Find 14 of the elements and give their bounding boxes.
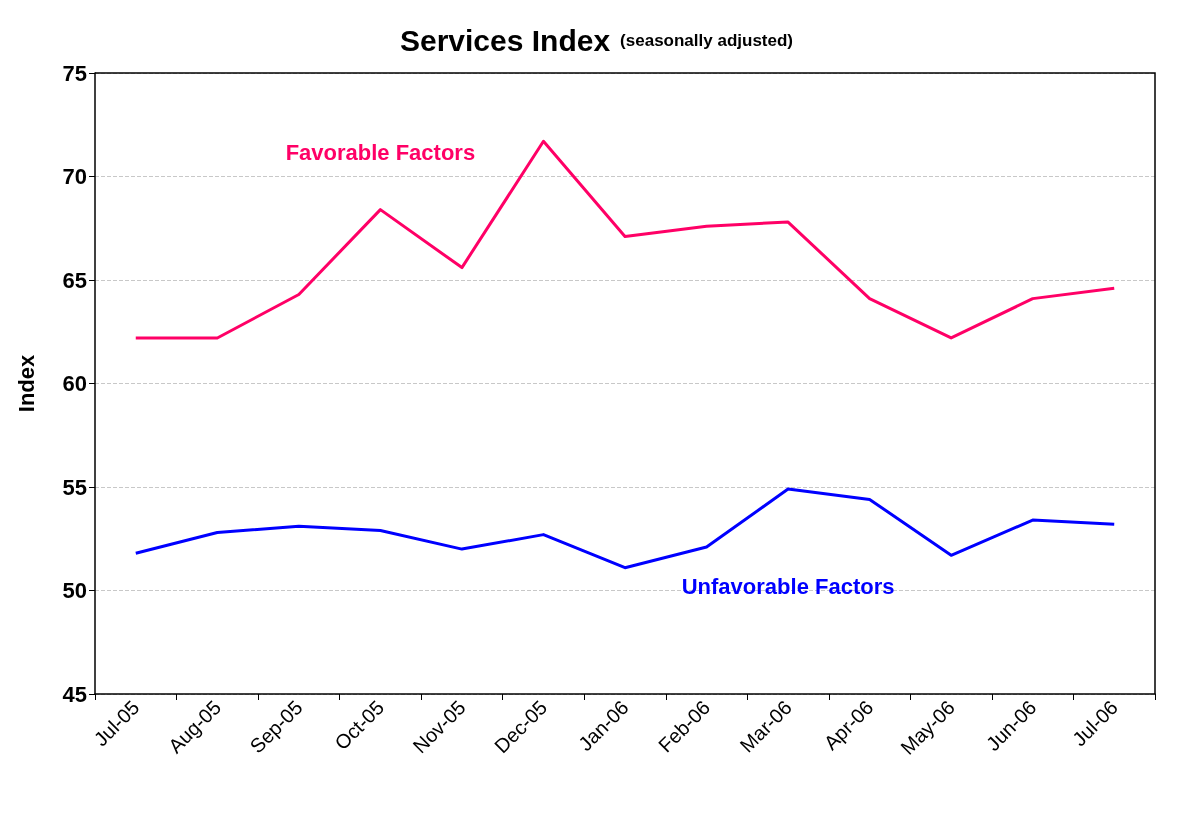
y-tick-label: 55 bbox=[62, 474, 87, 500]
y-tick-label: 45 bbox=[62, 681, 87, 707]
line-series bbox=[134, 487, 1116, 570]
y-tick-label: 75 bbox=[62, 60, 87, 86]
series-label: Unfavorable Factors bbox=[681, 573, 895, 599]
line-series bbox=[134, 139, 1116, 340]
y-tick-label: 70 bbox=[62, 164, 87, 189]
y-tick-label: 50 bbox=[62, 578, 87, 603]
text: Favorable Factors bbox=[285, 139, 476, 165]
y-tick-label: 60 bbox=[62, 371, 87, 396]
y-tick-label: 65 bbox=[62, 267, 87, 293]
y-axis-title: Index bbox=[13, 354, 39, 413]
chart-title: Services Index bbox=[399, 23, 611, 57]
chart-subtitle: (seasonally adjusted) bbox=[620, 30, 794, 50]
